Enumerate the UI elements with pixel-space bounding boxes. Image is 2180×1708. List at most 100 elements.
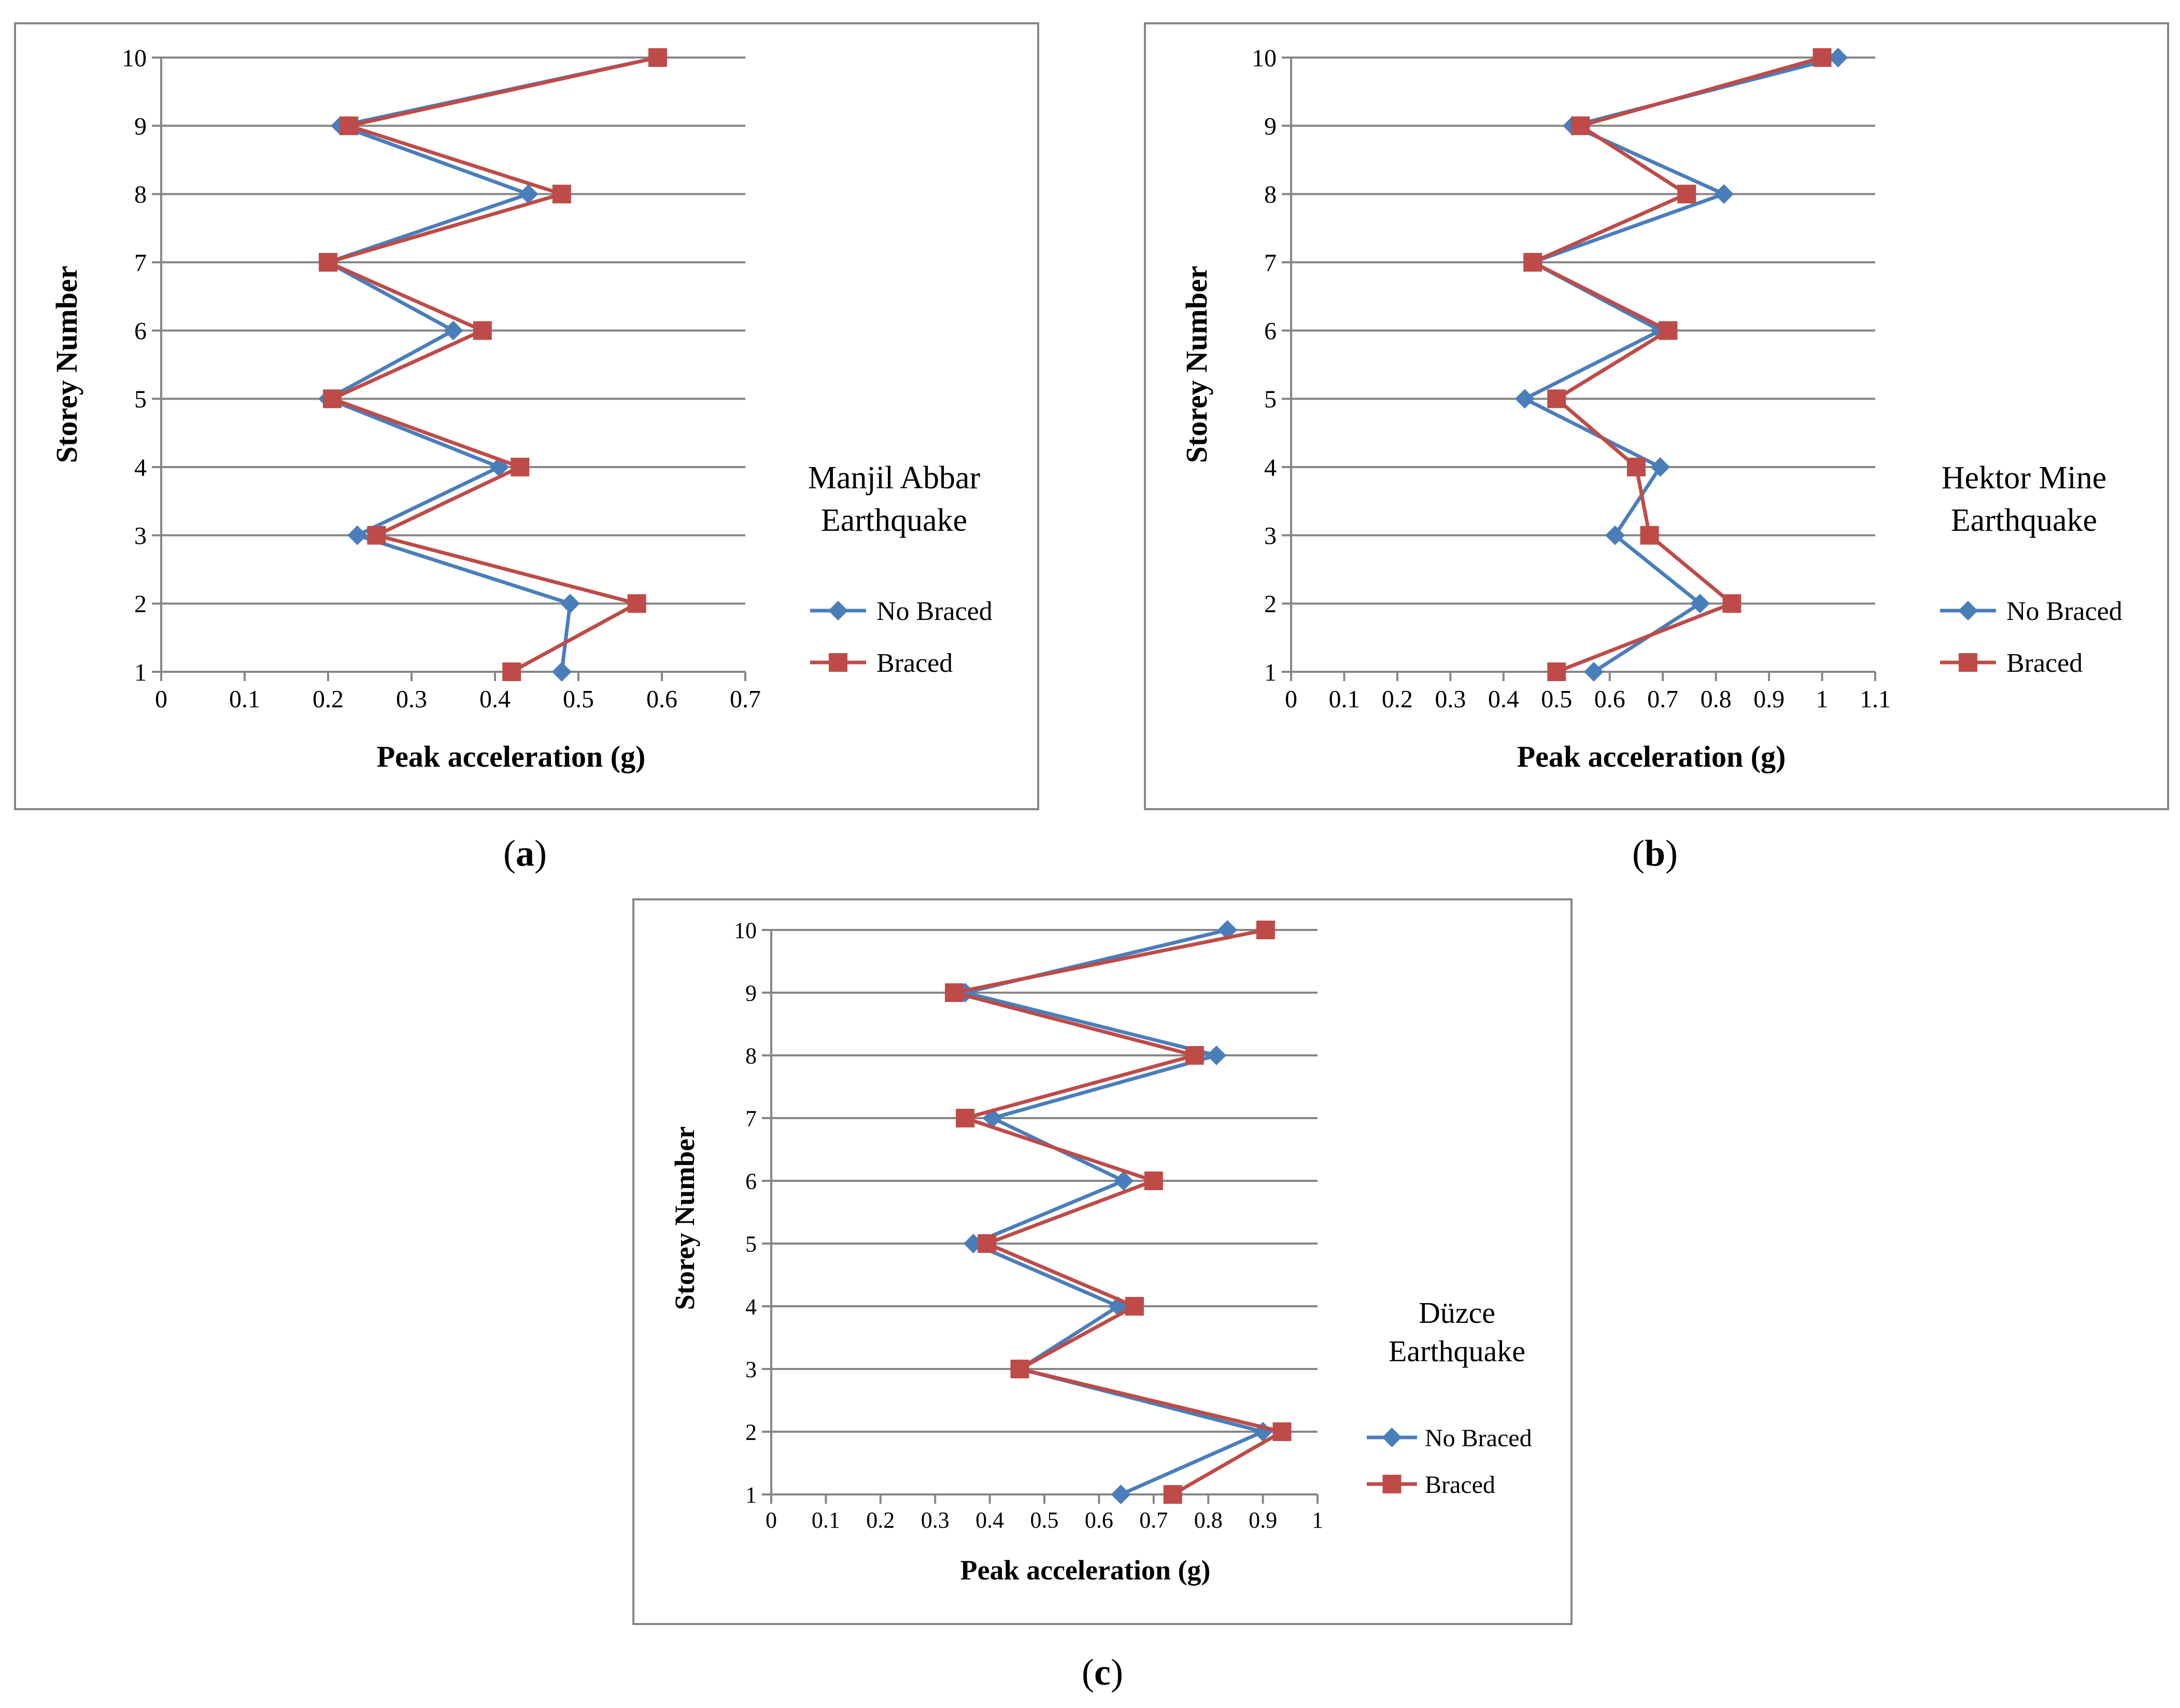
chart-b-series-braced-point	[1659, 321, 1678, 340]
chart-a-series-braced-point	[552, 185, 571, 204]
chart-b-ytick-label: 2	[1264, 590, 1277, 618]
chart-c-xtick-label: 0	[766, 1507, 777, 1533]
chart-c-series-braced-point	[1010, 1360, 1029, 1378]
chart-c-x-axis-label: Peak acceleration (g)	[960, 1555, 1211, 1586]
chart-c-ytick-label: 8	[745, 1043, 757, 1068]
chart-b-svg: 1 2 3 4 5 6 7 8 9 10 0 0.1 0.2 0.3 0.4 0.5 0.6 0.7 0.8 0.9 1…	[1180, 45, 2122, 773]
chart-b-xtick-label: 0.4	[1488, 685, 1519, 713]
chart-a-ytick-label: 6	[134, 317, 147, 345]
chart-c-series-braced-line	[952, 928, 1284, 1497]
chart-b-series-braced-point	[1547, 662, 1566, 681]
chart-b-series-braced-point	[1626, 458, 1646, 476]
chart-c-series-braced-point	[1163, 1485, 1182, 1504]
chart-b-series-no-braced-line	[1523, 55, 1839, 673]
chart-a-xtick-label: 0	[155, 685, 167, 713]
caption-b-letter: b	[1644, 832, 1666, 874]
chart-a-svg: 1 2 3 4 5 6 7 8 9 10 0 0.1 0.2 0.3 0.4 0.5 0.6 0.7 Peak ac…	[50, 45, 993, 773]
chart-a-legend-braced-marker	[829, 653, 847, 672]
chart-b-xtick-label: 0.7	[1647, 685, 1678, 713]
chart-c-ytick-label: 4	[745, 1294, 757, 1319]
chart-c-ytick-label: 2	[745, 1419, 757, 1445]
chart-b-series-braced-point	[1813, 48, 1832, 67]
chart-a-ytick-label: 10	[122, 45, 147, 72]
chart-b-series-no-braced-point	[1650, 457, 1671, 477]
chart-panel-c: 1 2 3 4 5 6 7 8 9 10 0 0.1 0.2 0.3 0.4 0.5 0.6 0.7 0.8 0.9 1…	[632, 898, 1573, 1625]
chart-c-ytick-label: 9	[745, 980, 757, 1006]
caption-b: (b)	[1632, 832, 1678, 874]
chart-c-legend-no-braced-label: No Braced	[1425, 1424, 1532, 1452]
chart-c-series-braced-point	[1125, 1297, 1144, 1316]
chart-b-xtick-label: 0	[1285, 685, 1297, 713]
chart-c-series-braced-point	[945, 983, 964, 1002]
chart-b-ytick-label: 1	[1264, 659, 1277, 686]
chart-c-xtick-label: 0.8	[1194, 1507, 1223, 1533]
chart-a-xtick-label: 0.6	[646, 685, 677, 713]
chart-c-xtick-label: 0.9	[1249, 1507, 1277, 1533]
chart-c-xtick-label: 0.1	[812, 1507, 840, 1533]
chart-b-xtick-label: 0.9	[1753, 685, 1785, 713]
chart-c-series-no-braced-point	[1108, 1296, 1128, 1316]
chart-a-ytick-label: 8	[134, 181, 147, 208]
chart-c-xtick-label: 0.5	[1030, 1507, 1059, 1533]
chart-b-ytick-label: 6	[1264, 317, 1277, 345]
chart-a-legend-no-braced-marker	[828, 601, 848, 620]
chart-c-xtick-label: 0.7	[1139, 1507, 1168, 1533]
chart-b-series-braced-point	[1722, 594, 1742, 613]
chart-c-series-no-braced-line	[963, 928, 1265, 1497]
chart-b-xtick-label: 0.8	[1701, 685, 1732, 713]
chart-b-ytick-label: 5	[1264, 386, 1277, 413]
chart-b-xtick-label: 1.1	[1860, 685, 1891, 713]
chart-a-ytick-label: 4	[134, 454, 147, 482]
chart-b-ytick-label: 8	[1264, 181, 1277, 208]
chart-c-legend-braced-marker	[1382, 1475, 1402, 1493]
chart-c-series-braced-point	[1256, 921, 1275, 939]
chart-b-series-braced-point	[1547, 389, 1566, 408]
chart-a-series-no-braced-line	[326, 55, 658, 672]
chart-c-xtick-label: 1	[1312, 1507, 1323, 1533]
chart-c-series-braced-point	[956, 1109, 975, 1127]
chart-c-ytick-label: 10	[734, 917, 757, 943]
chart-panel-a: 1 2 3 4 5 6 7 8 9 10 0 0.1 0.2 0.3 0.4 0.5 0.6 0.7 Peak ac…	[14, 22, 1039, 810]
chart-b-title-line: Hektor Mine	[1942, 460, 2107, 496]
chart-a-xtick-label: 0.5	[563, 685, 594, 713]
chart-b-legend-no-braced-marker	[1958, 601, 1978, 620]
chart-b-xtick-label: 0.1	[1328, 685, 1360, 713]
chart-b-legend-braced-marker	[1959, 653, 1977, 672]
chart-a-y-axis-label: Storey Number	[50, 266, 83, 463]
chart-a-x-axis-label: Peak acceleration (g)	[377, 740, 646, 773]
chart-c-ytick-label: 6	[745, 1168, 757, 1194]
chart-c-ytick-label: 7	[745, 1106, 757, 1131]
chart-a-ytick-label: 2	[134, 590, 147, 618]
chart-a-ytick-label: 7	[134, 249, 147, 277]
chart-c-series-braced-point	[1272, 1422, 1292, 1441]
chart-c-legend-no-braced-marker	[1382, 1428, 1402, 1447]
chart-c-series-braced-point	[1185, 1046, 1204, 1065]
chart-a-series-no-braced-point	[560, 594, 580, 614]
chart-c-series-no-braced-point	[1111, 1485, 1131, 1504]
chart-c-series-braced-point	[1144, 1171, 1163, 1190]
chart-b-series-braced-point	[1677, 185, 1696, 204]
chart-b-series-braced-line	[1531, 55, 1823, 674]
chart-a-title-line: Manjil Abbar	[808, 460, 981, 496]
chart-c-xtick-label: 0.6	[1085, 1507, 1113, 1533]
chart-b-series-no-braced-point	[1583, 662, 1604, 682]
chart-b-ytick-label: 7	[1264, 249, 1277, 277]
chart-c-title-line: Earthquake	[1389, 1334, 1525, 1368]
chart-b-series-braced-point	[1523, 253, 1542, 272]
chart-a-legend-braced-label: Braced	[876, 648, 953, 678]
caption-c-letter: c	[1094, 1651, 1111, 1693]
caption-a-letter: a	[516, 832, 534, 874]
chart-b-series-no-braced-point	[1714, 184, 1734, 204]
caption-a: (a)	[503, 832, 547, 874]
chart-panel-b: 1 2 3 4 5 6 7 8 9 10 0 0.1 0.2 0.3 0.4 0.5 0.6 0.7 0.8 0.9 1…	[1144, 22, 2169, 810]
chart-b-ytick-label: 9	[1264, 112, 1277, 140]
chart-a-xtick-label: 0.4	[479, 685, 511, 713]
chart-b-series-no-braced-point	[1690, 594, 1710, 614]
chart-a-series-no-braced-point	[518, 184, 539, 204]
chart-a-series-braced-point	[473, 321, 492, 340]
chart-b-series-no-braced-point	[1605, 525, 1625, 545]
chart-a-series-braced-line	[326, 55, 658, 674]
chart-b-series-braced-point	[1571, 116, 1590, 135]
chart-a-series-braced-point	[367, 526, 386, 545]
chart-c-series-no-braced-point	[1113, 1171, 1134, 1191]
